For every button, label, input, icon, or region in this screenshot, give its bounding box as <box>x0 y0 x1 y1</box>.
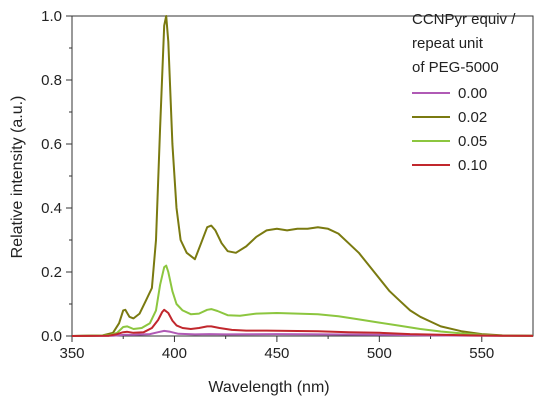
x-tick-label-450: 450 <box>264 345 289 362</box>
legend: CCNPyr equiv / repeat unit of PEG-5000 0… <box>412 11 516 174</box>
x-tick-label-400: 400 <box>162 345 187 362</box>
legend-title-line-2: repeat unit <box>412 35 484 52</box>
axis-ticks <box>66 15 483 342</box>
y-tick-label-0.6: 0.6 <box>41 136 62 153</box>
y-tick-label-1: 1.0 <box>41 8 62 25</box>
series-line-0.00 <box>71 329 534 337</box>
x-tick-label-500: 500 <box>367 345 392 362</box>
legend-label-0.00: 0.00 <box>458 85 487 102</box>
y-tick-label-0: 0.0 <box>41 328 62 345</box>
x-tick-label-550: 550 <box>469 345 494 362</box>
y-tick-label-0.8: 0.8 <box>41 72 62 89</box>
tick-labels: 350 400 450 500 550 0.0 0.2 0.4 0.6 0.8 1.0 <box>41 8 494 362</box>
series-line-0.05 <box>71 264 534 337</box>
legend-label-0.02: 0.02 <box>458 109 487 126</box>
x-tick-label-350: 350 <box>59 345 84 362</box>
legend-title-line-3: of PEG-5000 <box>412 59 499 76</box>
legend-label-0.05: 0.05 <box>458 133 487 150</box>
series-line-0.02 <box>71 15 534 337</box>
series-line-0.10 <box>71 308 534 337</box>
legend-label-0.10: 0.10 <box>458 157 487 174</box>
y-tick-label-0.2: 0.2 <box>41 264 62 281</box>
legend-title-line-1: CCNPyr equiv / <box>412 11 516 28</box>
y-axis-title: Relative intensity (a.u.) <box>9 96 26 259</box>
y-tick-label-0.4: 0.4 <box>41 200 62 217</box>
x-axis-title: Wavelength (nm) <box>208 379 329 396</box>
series-lines <box>71 15 534 337</box>
